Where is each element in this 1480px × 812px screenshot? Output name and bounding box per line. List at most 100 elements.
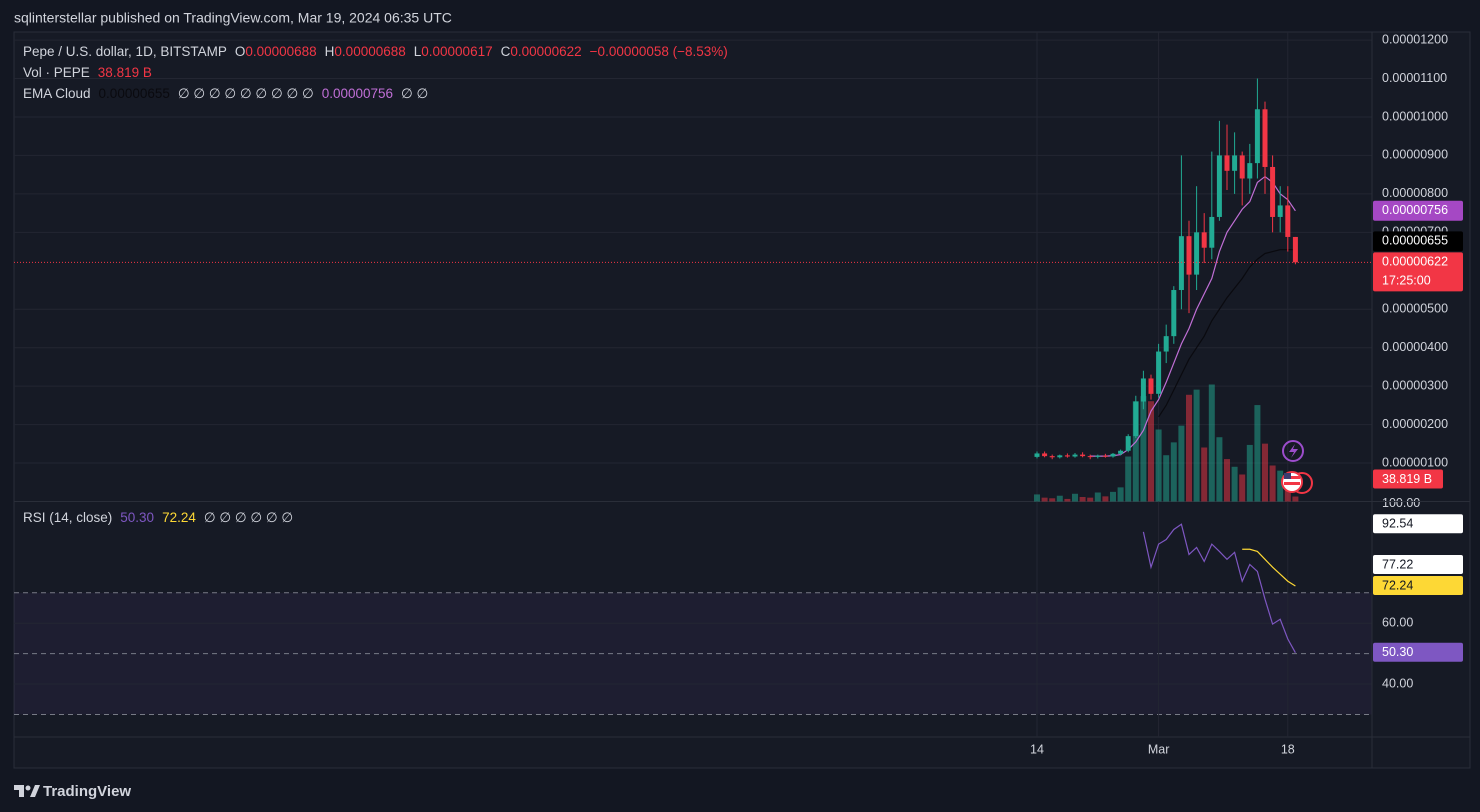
logo-part (25, 785, 31, 791)
volume-bar (1163, 455, 1170, 502)
na: ∅ ∅ ∅ ∅ ∅ ∅ (203, 510, 294, 525)
y-tick-label: 0.00000300 (1382, 378, 1448, 392)
candle-body (1133, 401, 1139, 437)
volume-bar (1155, 429, 1162, 502)
volume-name: Vol · PEPE (23, 65, 90, 80)
close-badge-text: 0.00000622 (1382, 255, 1448, 269)
volume-value: 38.819 B (97, 65, 152, 80)
ohlc: H0.00000688 (325, 44, 406, 59)
candle-body (1118, 450, 1124, 454)
rsi-line (1242, 548, 1296, 587)
volume-bar (1178, 425, 1185, 502)
ema-badge-text: 0.00000655 (1382, 234, 1448, 248)
volume-bar (1254, 405, 1261, 502)
rsi-highlight-badge (1373, 554, 1463, 574)
candle-body (1285, 205, 1291, 237)
ema-badge (1373, 200, 1463, 221)
volume-bar (1201, 447, 1208, 502)
volume-bar (1056, 495, 1063, 502)
ema-value: 0.00000655 (98, 86, 170, 101)
candle-body (1186, 236, 1192, 275)
brand: TradingView (43, 783, 131, 800)
rsi-highlight-badge-text: 92.54 (1382, 516, 1413, 530)
volume-badge (1373, 469, 1443, 489)
volume-bar (1224, 459, 1230, 502)
candle-body (1042, 453, 1048, 457)
volume-bar (1231, 466, 1238, 502)
ema-line (1090, 175, 1296, 457)
symbol: Pepe / U.S. dollar, 1D, BITSTAMP (23, 44, 227, 59)
volume-bar (1193, 389, 1200, 502)
volume-bar (1216, 437, 1223, 502)
rsi-highlight-badge-text: 77.22 (1382, 557, 1413, 571)
volume-bar (1049, 498, 1056, 502)
y-tick-label: 60.00 (1382, 616, 1413, 630)
volume-bar (1277, 470, 1284, 502)
y-tick-label: 0.00001000 (1382, 109, 1448, 123)
volume-bar (1269, 465, 1276, 502)
x-tick-label: Mar (1148, 742, 1170, 756)
volume-badge-text: 38.819 B (1382, 472, 1432, 486)
logo-part (30, 785, 40, 797)
event-icon (1289, 444, 1298, 458)
volume-bar (1132, 401, 1139, 502)
candle-body (1156, 351, 1162, 394)
value: 0.00000688 (334, 44, 406, 59)
rsi-badge (1373, 642, 1463, 662)
candle-body (1148, 378, 1154, 394)
na: ∅ ∅ ∅ ∅ ∅ ∅ ∅ ∅ ∅ (177, 86, 314, 101)
event-icon (1282, 440, 1304, 462)
volume-bar (1239, 474, 1246, 502)
volume-bar (1148, 401, 1154, 502)
event-icon (1284, 482, 1300, 485)
y-tick-label: 0.00000900 (1382, 148, 1448, 162)
candle-body (1110, 453, 1116, 457)
volume-bar (1087, 497, 1094, 502)
volume-bar (1170, 442, 1177, 502)
y-tick-label: 0.00000200 (1382, 417, 1448, 431)
ema-badge-text: 0.00000756 (1382, 203, 1448, 217)
volume-bar (1079, 497, 1086, 502)
candle-body (1254, 109, 1260, 164)
candle-body (1178, 236, 1184, 291)
change: −0.00000058 (−8.53%) (589, 44, 728, 59)
volume-bar (1186, 394, 1192, 502)
candle-body (1095, 455, 1101, 457)
volume-bar (1125, 456, 1132, 502)
volume-bar (1034, 494, 1040, 502)
ohlc: O0.00000688 (235, 44, 317, 59)
y-tick-label: 0.00001100 (1382, 71, 1447, 85)
candle-body (1292, 236, 1298, 263)
rsi-value: 50.30 (120, 510, 155, 525)
candle-body (1262, 109, 1268, 167)
candle-body (1049, 456, 1055, 458)
candle-body (1194, 232, 1200, 275)
legend-rsi: RSI (14, close) 50.30 72.24 ∅ ∅ ∅ ∅ ∅ ∅ (23, 510, 293, 526)
y-tick-label: 0.00000800 (1382, 186, 1448, 200)
y-tick-label: 0.00001200 (1382, 32, 1448, 46)
publisher: sqlinterstellar published on TradingView… (14, 10, 452, 26)
candle-body (1072, 454, 1078, 457)
legend-volume: Vol · PEPE 38.819 B (23, 65, 152, 80)
ema-name: EMA Cloud (23, 86, 91, 101)
key: C (500, 44, 511, 59)
event-icon (1284, 473, 1291, 479)
rsi-line (1142, 523, 1296, 654)
volume-bar (1246, 444, 1253, 502)
candle-body (1087, 456, 1093, 458)
value: 0.00000617 (421, 44, 493, 59)
volume-bar (1102, 496, 1109, 502)
candle-body (1232, 155, 1238, 171)
rsi-highlight-badge (1373, 514, 1463, 534)
y-tick-label: 0.00000100 (1382, 455, 1448, 469)
key: L (413, 44, 422, 59)
key: O (234, 44, 246, 59)
rsi-ma-badge-text: 72.24 (1382, 578, 1413, 592)
volume-bar (1117, 487, 1124, 502)
x-tick-label: 18 (1281, 742, 1295, 756)
y-tick-label: 0.00000500 (1382, 302, 1448, 316)
tv-logo (14, 785, 40, 797)
